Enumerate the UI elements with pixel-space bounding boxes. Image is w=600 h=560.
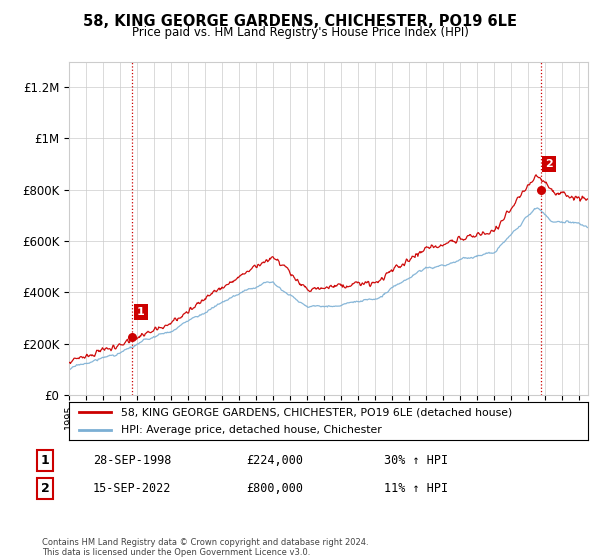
Text: 58, KING GEORGE GARDENS, CHICHESTER, PO19 6LE: 58, KING GEORGE GARDENS, CHICHESTER, PO1… <box>83 14 517 29</box>
Text: 15-SEP-2022: 15-SEP-2022 <box>93 482 172 495</box>
Text: Contains HM Land Registry data © Crown copyright and database right 2024.
This d: Contains HM Land Registry data © Crown c… <box>42 538 368 557</box>
Text: 11% ↑ HPI: 11% ↑ HPI <box>384 482 448 495</box>
Text: 28-SEP-1998: 28-SEP-1998 <box>93 454 172 467</box>
Text: Price paid vs. HM Land Registry's House Price Index (HPI): Price paid vs. HM Land Registry's House … <box>131 26 469 39</box>
Text: £800,000: £800,000 <box>246 482 303 495</box>
Text: 2: 2 <box>41 482 49 495</box>
Text: 58, KING GEORGE GARDENS, CHICHESTER, PO19 6LE (detached house): 58, KING GEORGE GARDENS, CHICHESTER, PO1… <box>121 407 512 417</box>
Text: £224,000: £224,000 <box>246 454 303 467</box>
Text: 1: 1 <box>137 307 145 317</box>
Point <box>128 333 137 342</box>
Text: HPI: Average price, detached house, Chichester: HPI: Average price, detached house, Chic… <box>121 425 382 435</box>
Text: 2: 2 <box>545 159 553 169</box>
Text: 30% ↑ HPI: 30% ↑ HPI <box>384 454 448 467</box>
Point <box>536 185 545 194</box>
Text: 1: 1 <box>41 454 49 467</box>
